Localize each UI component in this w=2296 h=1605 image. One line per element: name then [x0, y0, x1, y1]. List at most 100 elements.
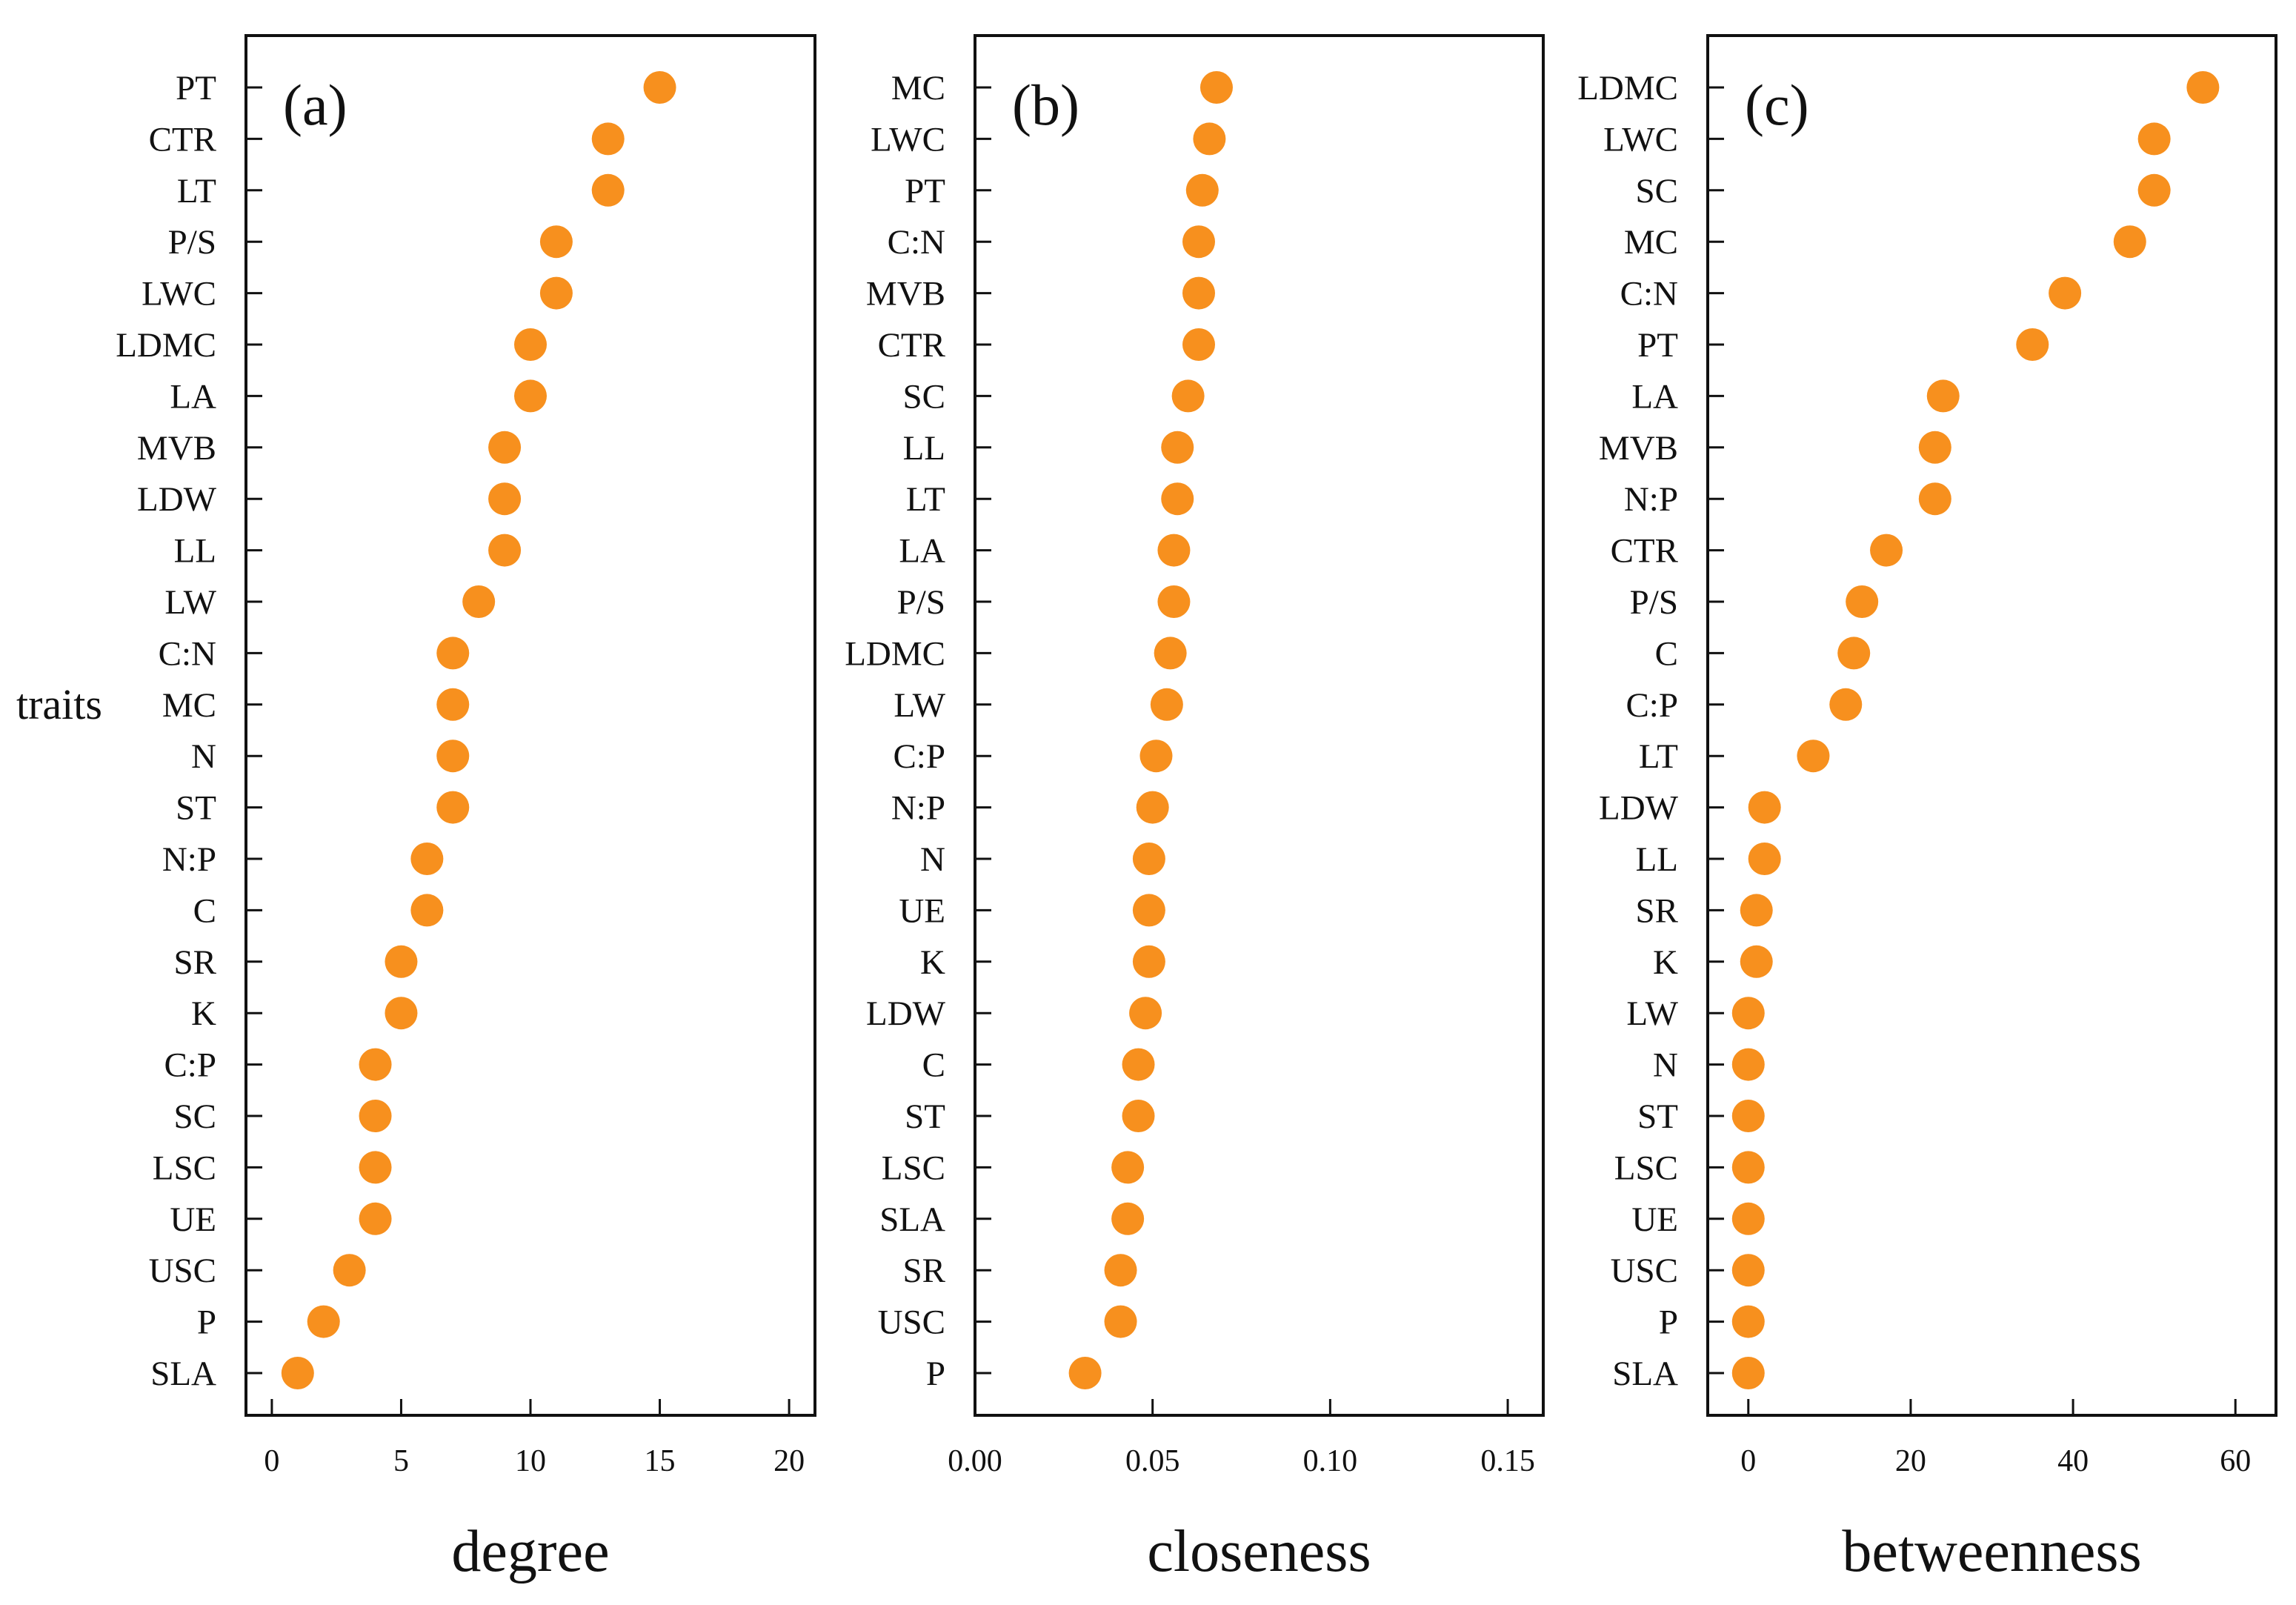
data-point-degree	[488, 482, 522, 516]
data-point-degree	[385, 945, 418, 978]
data-point-betweenness	[1731, 1151, 1765, 1184]
data-point-degree	[539, 276, 573, 310]
data-point-degree	[359, 1048, 392, 1081]
y-tick-label-degree: P/S	[168, 223, 216, 262]
data-point-degree	[436, 740, 470, 773]
data-point-betweenness	[2137, 122, 2171, 156]
data-point-degree	[591, 122, 625, 156]
data-point-degree	[359, 1151, 392, 1184]
data-point-degree	[359, 1202, 392, 1235]
y-tick-label-degree: LDMC	[116, 326, 216, 365]
y-tick-label-betweenness: N:P	[1624, 480, 1678, 519]
data-point-closeness	[1154, 637, 1187, 670]
y-tick-label-betweenness: C:P	[1625, 686, 1678, 725]
y-tick-label-degree: LWC	[142, 275, 216, 313]
y-tick-label-degree: LL	[174, 532, 216, 571]
data-point-betweenness	[1837, 637, 1871, 670]
data-point-closeness	[1193, 122, 1226, 156]
y-tick-label-betweenness: PT	[1637, 326, 1678, 365]
y-tick-label-betweenness: MC	[1624, 223, 1678, 262]
data-point-degree	[436, 791, 470, 824]
y-tick-label-degree: K	[191, 994, 216, 1033]
y-tick-label-degree: C:N	[159, 634, 216, 673]
data-point-betweenness	[1846, 585, 1879, 618]
data-point-betweenness	[1829, 688, 1863, 721]
y-tick-label-closeness: N	[920, 840, 945, 879]
y-tick-label-degree: CTR	[149, 120, 217, 159]
y-tick-label-degree: MC	[162, 686, 216, 725]
data-point-closeness	[1185, 173, 1219, 207]
data-point-betweenness	[1748, 843, 1781, 875]
x-tick-label-degree: 5	[393, 1444, 409, 1478]
x-tick-label-degree: 20	[773, 1444, 805, 1478]
x-tick-label-betweenness: 60	[2220, 1444, 2251, 1478]
y-tick-label-betweenness: CTR	[1611, 532, 1679, 571]
y-tick-label-betweenness: LT	[1639, 737, 1678, 776]
y-tick-label-degree: P	[197, 1303, 216, 1342]
data-point-betweenness	[1748, 791, 1781, 824]
y-tick-label-closeness: SR	[903, 1252, 946, 1290]
data-point-closeness	[1182, 276, 1216, 310]
x-axis-title-betweenness: betweenness	[1842, 1519, 2141, 1584]
y-tick-label-betweenness: LA	[1631, 377, 1678, 416]
data-point-closeness	[1132, 843, 1165, 875]
y-tick-label-degree: C	[193, 891, 216, 930]
panel-label-closeness: (b)	[1012, 73, 1079, 137]
data-point-closeness	[1111, 1202, 1145, 1235]
y-tick-label-betweenness: P	[1659, 1303, 1678, 1342]
y-tick-label-degree: SC	[174, 1097, 217, 1136]
data-point-betweenness	[1740, 945, 1773, 978]
data-point-closeness	[1132, 945, 1165, 978]
x-tick-label-closeness: 0.15	[1480, 1444, 1535, 1478]
data-point-betweenness	[1926, 379, 1960, 413]
x-axis-title-closeness: closeness	[1147, 1519, 1371, 1584]
data-point-closeness	[1150, 688, 1183, 721]
y-tick-label-closeness: LA	[899, 532, 945, 571]
y-tick-label-betweenness: LSC	[1614, 1149, 1678, 1187]
x-tick-label-degree: 0	[264, 1444, 279, 1478]
y-tick-label-degree: LW	[164, 583, 216, 622]
data-point-betweenness	[1731, 1048, 1765, 1081]
data-point-betweenness	[1731, 1202, 1765, 1235]
data-point-closeness	[1104, 1254, 1137, 1287]
data-point-betweenness	[1731, 1254, 1765, 1287]
y-tick-label-degree: LT	[177, 172, 216, 210]
y-tick-label-betweenness: K	[1653, 943, 1678, 982]
y-tick-label-closeness: LWC	[871, 120, 945, 159]
y-tick-label-closeness: LT	[906, 480, 945, 519]
y-tick-label-closeness: ST	[905, 1097, 945, 1136]
data-point-degree	[333, 1254, 366, 1287]
data-point-closeness	[1157, 534, 1191, 567]
x-tick-label-degree: 15	[645, 1444, 676, 1478]
x-tick-label-betweenness: 20	[1895, 1444, 1926, 1478]
data-point-degree	[385, 997, 418, 1030]
y-tick-label-betweenness: SR	[1636, 891, 1679, 930]
y-tick-label-betweenness: C:N	[1620, 275, 1678, 313]
data-point-degree	[436, 637, 470, 670]
data-point-degree	[488, 534, 522, 567]
y-tick-label-closeness: P/S	[897, 583, 945, 622]
data-point-betweenness	[1731, 1100, 1765, 1132]
data-point-betweenness	[2113, 225, 2146, 259]
data-point-betweenness	[1731, 1305, 1765, 1338]
data-point-closeness	[1139, 740, 1173, 773]
data-point-closeness	[1104, 1305, 1137, 1338]
data-point-betweenness	[1797, 740, 1830, 773]
data-point-closeness	[1132, 894, 1165, 927]
panel-label-degree: (a)	[283, 73, 347, 137]
data-point-closeness	[1136, 791, 1169, 824]
y-tick-label-betweenness: LW	[1626, 994, 1678, 1033]
y-tick-label-closeness: LSC	[882, 1149, 945, 1187]
y-tick-label-degree: N:P	[162, 840, 216, 879]
data-point-degree	[307, 1305, 340, 1338]
y-tick-label-degree: SR	[174, 943, 217, 982]
data-point-closeness	[1068, 1357, 1102, 1389]
y-tick-label-degree: LA	[170, 377, 216, 416]
data-point-degree	[281, 1357, 314, 1389]
y-tick-label-betweenness: UE	[1631, 1200, 1678, 1239]
y-axis-title: traits	[16, 680, 102, 728]
data-point-degree	[514, 328, 547, 361]
y-tick-label-betweenness: LDMC	[1577, 69, 1678, 107]
y-tick-label-closeness: PT	[905, 172, 945, 210]
